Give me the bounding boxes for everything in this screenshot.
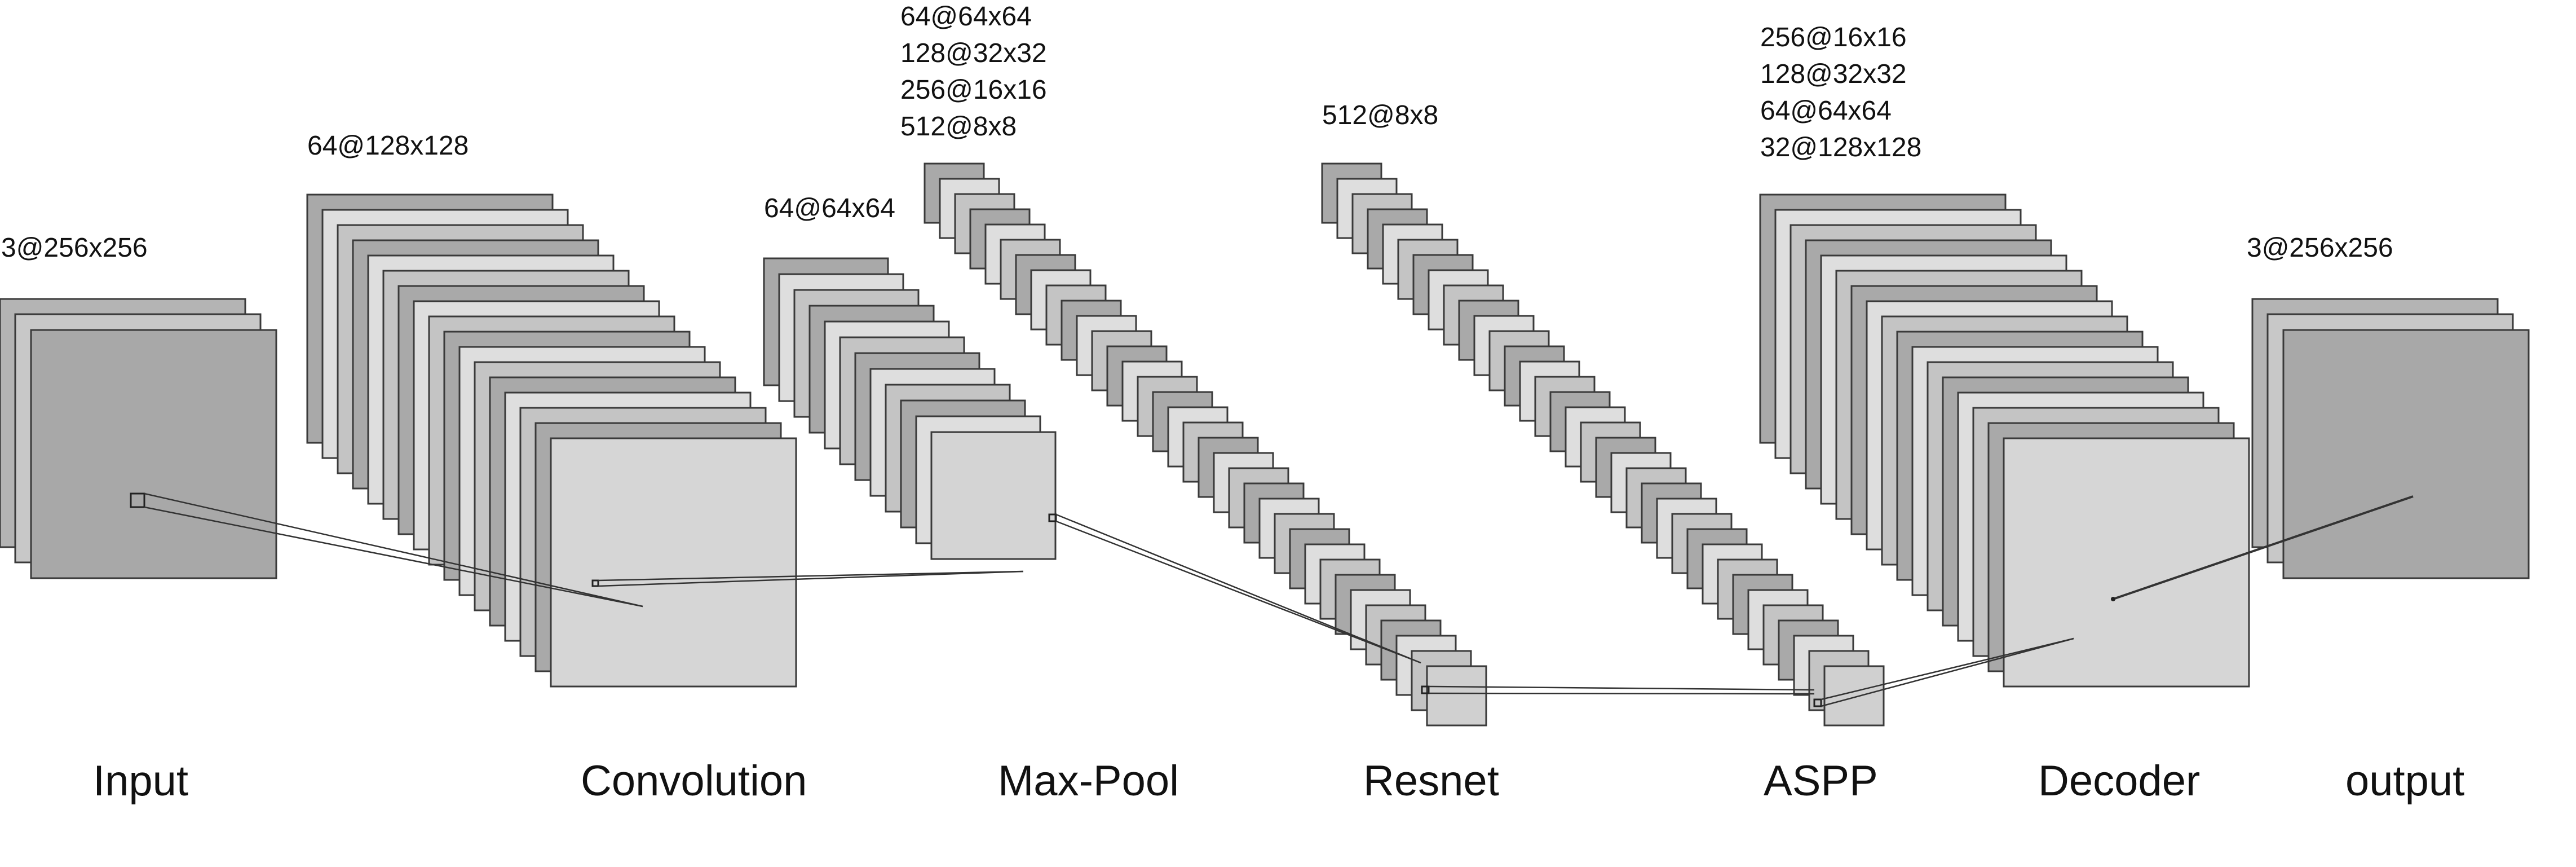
output-stack (2251, 298, 2530, 579)
connection-line (1821, 637, 2074, 701)
connection-line (598, 570, 1024, 582)
connection-line (1055, 513, 1421, 664)
stage-label-output: output (2345, 757, 2464, 805)
pool-kernel-box (1048, 513, 1057, 522)
convolution-layer (550, 437, 797, 688)
input-dim-label: 3@256x256 (1, 233, 148, 263)
decoder-point (2111, 597, 2115, 601)
connection-line (2113, 495, 2414, 600)
decoder-dim-label: 64@64x64 (1760, 96, 1892, 126)
maxpool-stack (763, 257, 1057, 560)
stage-label-input: Input (93, 757, 188, 805)
connection-line (144, 506, 643, 608)
resnet-dim-label: 512@8x8 (900, 112, 1017, 142)
conv-kernel-box (591, 579, 599, 587)
input-kernel-box (130, 492, 145, 508)
decoder-dim-label: 128@32x32 (1760, 59, 1907, 89)
aspp-stack (1321, 162, 1885, 727)
resnet-dim-label: 128@32x32 (900, 38, 1047, 68)
stage-label-aspp: ASPP (1764, 757, 1878, 805)
stage-labels: Input Convolution Max-Pool Resnet ASPP D… (93, 757, 2464, 805)
decoder-dim-label: 32@128x128 (1760, 133, 1921, 162)
connection-line (1428, 685, 1815, 691)
maxpool-layer (930, 431, 1057, 560)
resnet-out-dim-label: 512@8x8 (1322, 100, 1438, 130)
decoder-dim-label: 256@16x16 (1760, 23, 1907, 52)
decoder-stack (1759, 193, 2250, 688)
connection-line (598, 570, 1024, 587)
connection-line (1428, 692, 1815, 695)
connection-line (1055, 520, 1421, 664)
resnet-dim-label: 64@64x64 (900, 2, 1032, 32)
output-layer (2282, 329, 2530, 579)
stage-label-decoder: Decoder (2038, 757, 2200, 805)
resnet-layer (1426, 665, 1487, 727)
stage-label-resnet: Resnet (1363, 757, 1499, 805)
stage-label-convolution: Convolution (581, 757, 807, 805)
resnet-stack (924, 162, 1487, 727)
input-layer (30, 329, 277, 579)
resnet-dim-label: 256@16x16 (900, 75, 1047, 105)
stage-label-maxpool: Max-Pool (998, 757, 1179, 805)
pool-dim-label: 64@64x64 (764, 193, 895, 223)
decoder-layer (2003, 437, 2250, 688)
conv-dim-label: 64@128x128 (307, 131, 469, 161)
input-stack (0, 298, 277, 579)
connections (130, 492, 2414, 707)
aspp-kernel-box (1813, 698, 1822, 707)
convolution-stack (306, 193, 797, 688)
connection-line (144, 492, 643, 608)
output-dim-label: 3@256x256 (2247, 233, 2393, 263)
dimension-labels: 3@256x256 64@128x128 64@64x64 64@64x64 1… (1, 2, 2393, 263)
resnet-kernel-box (1421, 685, 1430, 694)
connection-line (1821, 637, 2074, 707)
